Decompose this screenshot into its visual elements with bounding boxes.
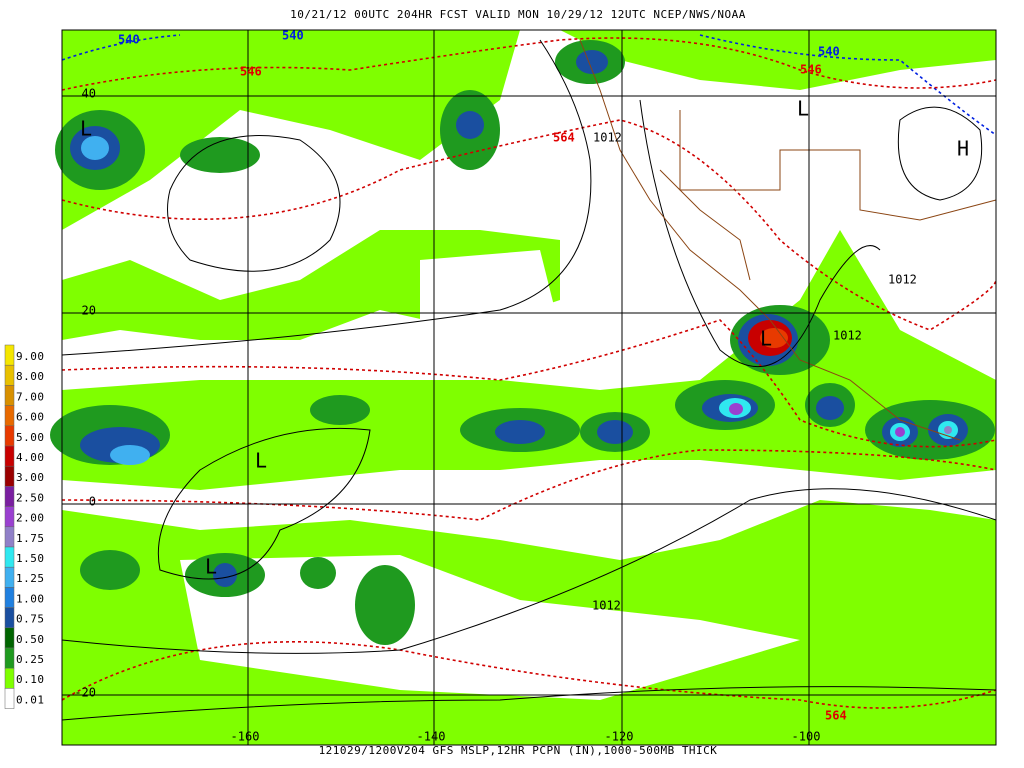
lon-label: -160 — [231, 730, 260, 744]
legend-label: 1.00 — [16, 592, 45, 605]
grid — [62, 30, 996, 745]
isobar-label: 1012 — [888, 273, 917, 287]
legend-swatch — [4, 667, 15, 689]
legend-swatch — [4, 465, 15, 487]
legend-swatch — [4, 688, 15, 709]
legend-label: 0.75 — [16, 613, 45, 626]
legend-swatch — [4, 566, 15, 588]
legend-swatch — [4, 587, 15, 608]
legend-label: 1.75 — [16, 532, 45, 545]
lon-label: -100 — [792, 730, 821, 744]
lat-label: -20 — [74, 686, 96, 700]
map-border — [61, 29, 997, 746]
legend-swatch — [4, 385, 15, 406]
caption: 121029/1200V204 GFS MSLP,12HR PCPN (IN),… — [319, 744, 718, 757]
legend-label: 9.00 — [16, 350, 45, 363]
legend-swatch — [4, 607, 15, 629]
thickness-label: 564 — [553, 131, 575, 145]
thickness-label: 546 — [800, 63, 822, 77]
legend-swatch — [4, 526, 15, 548]
isobar-label: 1012 — [593, 131, 622, 145]
coastlines — [579, 39, 997, 441]
legend-swatch — [4, 344, 15, 366]
contours — [61, 34, 997, 721]
thickness-label: 540 — [818, 45, 840, 59]
high-marker: H — [957, 137, 969, 161]
legend-swatch — [4, 425, 15, 447]
legend-swatch — [4, 546, 15, 568]
thickness-label: 564 — [825, 709, 847, 723]
lat-label: 20 — [82, 304, 96, 318]
map-area — [50, 29, 997, 746]
precip-gaps — [160, 90, 840, 700]
legend-swatch — [4, 627, 15, 649]
legend-swatch — [4, 486, 15, 507]
legend-label: 1.25 — [16, 572, 45, 585]
title: 10/21/12 00UTC 204HR FCST VALID MON 10/2… — [290, 8, 746, 21]
legend-swatch — [4, 445, 15, 467]
low-marker: L — [255, 449, 267, 473]
legend-label: 7.00 — [16, 390, 45, 403]
legend-label: 0.01 — [16, 693, 45, 706]
legend-label: 8.00 — [16, 370, 45, 383]
contour-labels: 540 540 540 546 546 564 564 1012 1012 10… — [80, 29, 969, 723]
legend-label: 0.50 — [16, 633, 45, 646]
legend-swatch — [4, 364, 15, 386]
legend-label: 3.00 — [16, 471, 45, 484]
legend-swatch — [4, 506, 15, 528]
lon-label: -120 — [605, 730, 634, 744]
legend-label: 2.00 — [16, 512, 45, 525]
legend: 9.00 8.00 7.00 6.00 5.00 4.00 3.00 2.50 2.00 1.75… — [4, 344, 45, 709]
legend-label: 4.00 — [16, 451, 45, 464]
legend-label: 0.10 — [16, 673, 45, 686]
legend-swatch — [4, 405, 15, 427]
legend-label: 1.50 — [16, 552, 45, 565]
low-marker: L — [205, 555, 217, 579]
lat-label: 40 — [82, 87, 96, 101]
thickness-label: 546 — [240, 65, 262, 79]
isobar-label: 1012 — [833, 329, 862, 343]
legend-swatch — [4, 647, 15, 669]
lon-label: -140 — [417, 730, 446, 744]
legend-label: 5.00 — [16, 431, 45, 444]
legend-label: 2.50 — [16, 491, 45, 504]
thickness-label: 540 — [118, 33, 140, 47]
low-marker: L — [80, 117, 92, 141]
isobar-label: 1012 — [592, 599, 621, 613]
legend-label: 6.00 — [16, 411, 45, 424]
low-marker: L — [797, 97, 809, 121]
lat-label: 0 — [89, 495, 96, 509]
legend-label: 0.25 — [16, 653, 45, 666]
thickness-label: 540 — [282, 29, 304, 43]
low-marker: L — [760, 327, 772, 351]
